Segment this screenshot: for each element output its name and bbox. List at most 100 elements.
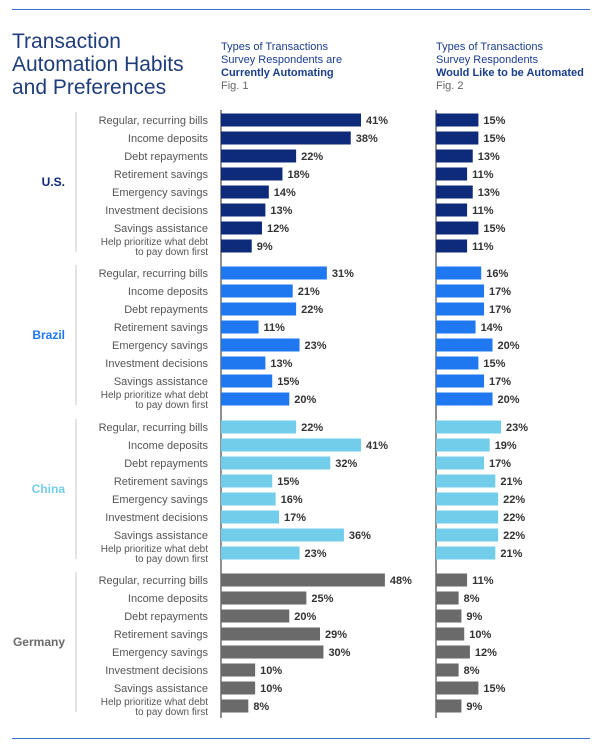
category-label: Emergency savings	[112, 494, 208, 506]
fig1-value-label: 41%	[366, 115, 388, 127]
fig1-value-label: 20%	[294, 394, 316, 406]
fig2-value-label: 15%	[483, 115, 505, 127]
fig1-bar-brazil	[221, 374, 273, 388]
fig2-value-label: 9%	[466, 701, 482, 713]
fig1-bar-u-s	[221, 221, 262, 235]
fig1-value-label: 20%	[294, 611, 316, 623]
fig1-label: Fig. 1	[221, 80, 249, 92]
category-label: Income deposits	[128, 286, 209, 298]
category-label: Debt repayments	[124, 151, 208, 163]
fig2-value-label: 10%	[469, 629, 491, 641]
fig1-bar-brazil	[221, 338, 300, 352]
fig2-bar-germany	[436, 645, 470, 659]
fig1-bar-brazil	[221, 392, 290, 406]
fig2-heading-bold: Would Like to be Automated	[436, 67, 584, 79]
fig2-bar-brazil	[436, 392, 493, 406]
fig1-bar-germany	[221, 681, 256, 695]
fig1-value-label: 41%	[366, 440, 388, 452]
fig2-value-label: 22%	[503, 512, 525, 524]
fig2-bar-germany	[436, 573, 468, 587]
fig2-bar-china	[436, 438, 490, 452]
fig2-value-label: 15%	[483, 133, 505, 145]
fig2-value-label: 11%	[472, 575, 494, 587]
fig1-bar-germany	[221, 663, 256, 677]
fig2-bar-brazil	[436, 374, 485, 388]
category-label: Emergency savings	[112, 340, 208, 352]
fig1-heading-line-1: Types of Transactions	[221, 41, 328, 53]
fig2-bar-brazil	[436, 266, 482, 280]
fig1-value-label: 48%	[390, 575, 412, 587]
fig1-value-label: 22%	[301, 304, 323, 316]
top-rule	[12, 9, 590, 10]
fig1-value-label: 36%	[349, 530, 371, 542]
fig2-value-label: 11%	[472, 205, 494, 217]
fig2-bar-u-s	[436, 239, 468, 253]
fig2-label: Fig. 2	[436, 80, 464, 92]
fig1-bar-china	[221, 438, 361, 452]
category-label: Retirement savings	[114, 476, 209, 488]
category-label: Income deposits	[128, 593, 209, 605]
category-label: Debt repayments	[124, 611, 208, 623]
fig1-bar-china	[221, 474, 273, 488]
fig1-value-label: 13%	[270, 205, 292, 217]
fig2-bar-germany	[436, 591, 459, 605]
fig1-value-label: 30%	[328, 647, 350, 659]
fig1-value-label: 29%	[325, 629, 347, 641]
fig1-value-label: 10%	[260, 665, 282, 677]
category-label: Debt repayments	[124, 304, 208, 316]
category-label: Investment decisions	[105, 205, 208, 217]
category-label: Regular, recurring bills	[99, 422, 209, 434]
fig2-heading-line-1: Types of Transactions	[436, 41, 543, 53]
fig2-bar-germany	[436, 681, 479, 695]
fig1-value-label: 10%	[260, 683, 282, 695]
fig1-heading-bold: Currently Automating	[221, 67, 334, 79]
fig2-bar-china	[436, 546, 496, 560]
fig2-bar-germany	[436, 699, 462, 713]
fig1-bar-germany	[221, 645, 324, 659]
fig2-bar-china	[436, 474, 496, 488]
fig2-heading: Types of Transactions Survey Respondents…	[436, 41, 602, 93]
fig1-bar-china	[221, 546, 300, 560]
fig1-value-label: 15%	[277, 476, 299, 488]
fig1-value-label: 14%	[274, 187, 296, 199]
fig2-bar-u-s	[436, 167, 468, 181]
fig2-value-label: 15%	[483, 358, 505, 370]
group-label-china: China	[32, 482, 66, 496]
fig2-bar-china	[436, 528, 499, 542]
fig1-value-label: 9%	[257, 241, 273, 253]
fig2-value-label: 8%	[464, 665, 480, 677]
fig1-bar-brazil	[221, 302, 297, 316]
category-label: Emergency savings	[112, 647, 208, 659]
category-label: Income deposits	[128, 440, 209, 452]
fig1-value-label: 12%	[267, 223, 289, 235]
fig2-value-label: 8%	[464, 593, 480, 605]
fig2-bar-u-s	[436, 131, 479, 145]
category-label: Retirement savings	[114, 629, 209, 641]
fig2-bar-germany	[436, 663, 459, 677]
fig2-bar-u-s	[436, 221, 479, 235]
fig2-value-label: 13%	[478, 187, 500, 199]
group-label-germany: Germany	[13, 635, 65, 649]
fig1-bar-brazil	[221, 320, 259, 334]
fig1-bar-germany	[221, 573, 385, 587]
title-line-1: Transaction	[12, 30, 121, 53]
fig2-value-label: 11%	[472, 241, 494, 253]
category-label: Regular, recurring bills	[99, 268, 209, 280]
fig2-bar-u-s	[436, 149, 473, 163]
fig2-value-label: 16%	[486, 268, 508, 280]
fig2-value-label: 21%	[500, 476, 522, 488]
fig1-bar-brazil	[221, 356, 266, 370]
fig2-value-label: 12%	[475, 647, 497, 659]
category-label: Investment decisions	[105, 665, 208, 677]
fig1-bar-china	[221, 492, 276, 506]
fig1-value-label: 21%	[298, 286, 320, 298]
fig1-value-label: 18%	[287, 169, 309, 181]
fig2-heading-line-2: Survey Respondents	[436, 54, 539, 66]
category-label: Debt repayments	[124, 458, 208, 470]
fig2-bar-brazil	[436, 302, 485, 316]
fig2-value-label: 11%	[472, 169, 494, 181]
fig2-value-label: 17%	[489, 376, 511, 388]
fig2-value-label: 22%	[503, 494, 525, 506]
category-label: Emergency savings	[112, 187, 208, 199]
